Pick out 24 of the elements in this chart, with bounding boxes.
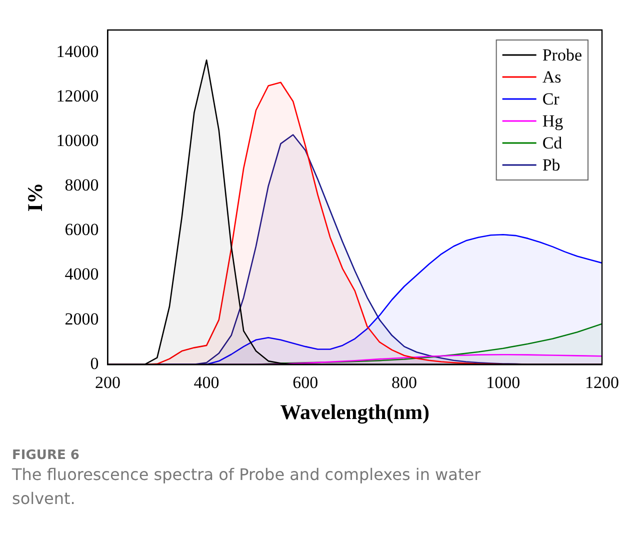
x-tick-label: 800 [392,373,418,392]
legend-label: Cr [542,89,560,108]
legend-label: Probe [542,45,582,64]
legend-label: Cd [542,133,563,152]
x-axis-title: Wavelength(nm) [280,400,430,424]
caption: FIGURE 6 [12,448,80,463]
y-tick-label: 0 [90,354,99,373]
x-tick-label: 400 [194,373,220,392]
x-tick-label: 1200 [585,373,619,392]
y-axis-title: I% [23,182,48,212]
y-tick-label: 14000 [56,42,99,61]
legend-label: As [542,67,562,86]
y-tick-label: 2000 [64,309,99,328]
y-tick-label: 4000 [64,264,99,284]
y-tick-label: 8000 [64,176,99,195]
legend-label: Hg [542,111,564,130]
x-tick-label: 600 [292,373,318,392]
y-tick-label: 10000 [56,130,99,150]
x-tick-label: 200 [94,373,120,392]
y-tick-label: 6000 [64,220,99,240]
y-tick-label: 12000 [56,86,99,106]
x-tick-label: 1000 [486,373,520,392]
text: The fluorescence spectra of Probe and complexes in water solvent. [12,464,482,510]
legend-label: Pb [542,155,560,174]
